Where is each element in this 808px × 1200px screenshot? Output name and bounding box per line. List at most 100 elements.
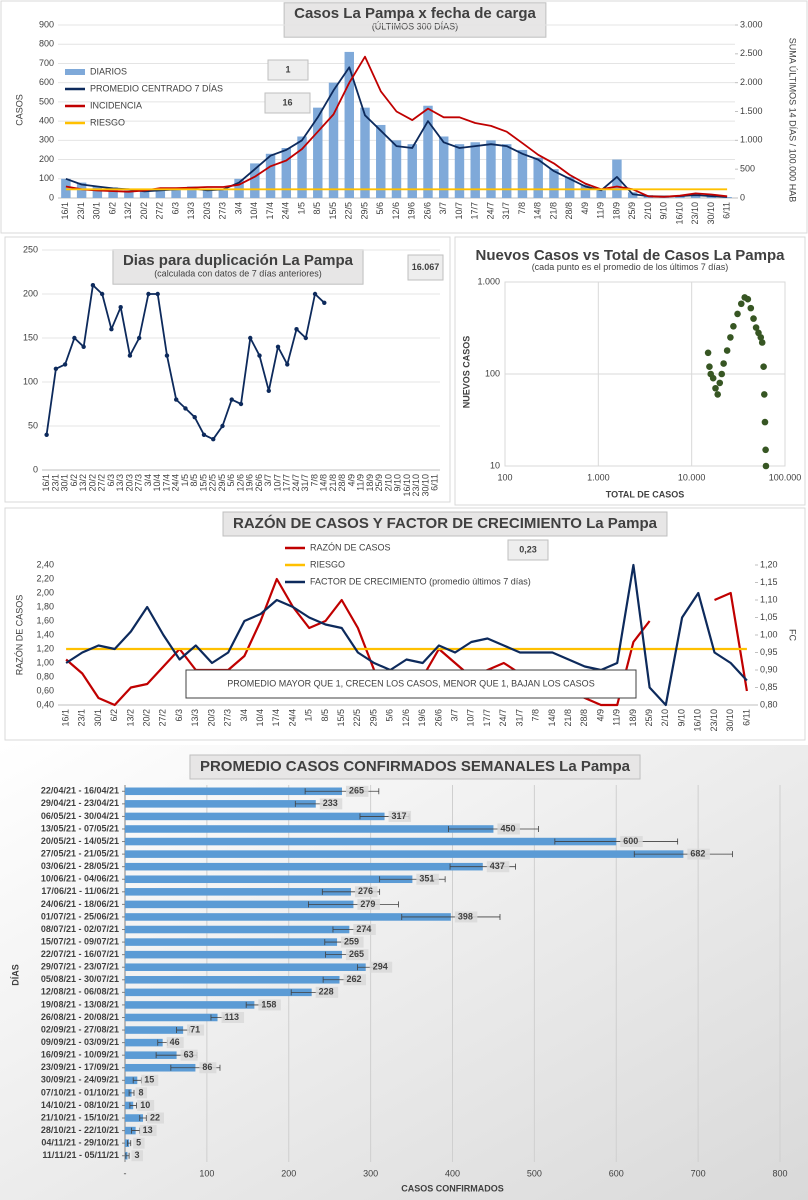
x-tick-label: 7/8 <box>309 474 319 487</box>
value-label-box <box>341 936 364 948</box>
value-label: 262 <box>347 974 362 984</box>
x-tick-label: 16/1 <box>41 474 51 492</box>
bar <box>125 812 385 821</box>
line-marker <box>238 401 244 407</box>
y-tick-label: 1,80 <box>36 601 54 611</box>
y-tick-label: 09/09/21 - 03/09/21 <box>41 1037 119 1047</box>
value-label-box <box>687 848 710 860</box>
x-tick-label: 13/3 <box>190 709 200 727</box>
x-tick-label: 11/9 <box>596 202 606 219</box>
value-label: 276 <box>358 886 373 896</box>
y-tick-label: 800 <box>39 39 54 49</box>
y2-axis-label: FC <box>788 629 798 641</box>
value-label: 294 <box>373 962 388 972</box>
x-tick-label: 24/7 <box>498 709 508 727</box>
bar <box>281 148 292 198</box>
x-tick-label: 20/2 <box>139 202 149 220</box>
point <box>712 384 719 392</box>
x-tick-label: 29/5 <box>217 474 227 492</box>
bar <box>125 976 340 984</box>
x-tick-label: 15/5 <box>336 709 346 727</box>
x-tick-label: 14/8 <box>319 474 329 492</box>
y-axis-label: CASOS <box>14 94 24 126</box>
bar <box>125 850 684 858</box>
x-tick-label: 6/3 <box>106 474 116 487</box>
line <box>65 55 728 198</box>
x-tick-label: 24/7 <box>291 474 301 492</box>
bar <box>202 188 213 198</box>
bar <box>125 787 342 796</box>
y-tick-label: 200 <box>23 288 38 298</box>
y-tick-label: 29/04/21 - 23/04/21 <box>41 798 119 808</box>
y-tick-label: 2,20 <box>36 573 54 583</box>
bar <box>501 144 512 198</box>
bar <box>125 988 312 997</box>
x-tick-label: 15/5 <box>328 202 338 220</box>
x-tick-label: 27/2 <box>158 709 168 727</box>
line-marker <box>155 291 160 297</box>
x-tick-label: 16/10 <box>693 709 703 732</box>
x-tick-label: 800 <box>772 1168 787 1178</box>
y-axis-label: DÍAS <box>10 964 20 986</box>
value-label-box <box>416 873 439 885</box>
line-marker <box>99 291 105 297</box>
bar <box>125 963 366 971</box>
bar <box>722 197 732 198</box>
x-tick-label: 25/9 <box>374 474 384 492</box>
x-tick-label: 300 <box>363 1168 378 1178</box>
y-tick-label: 900 <box>39 19 54 29</box>
value-label-box <box>135 1087 148 1099</box>
bar <box>61 178 71 198</box>
y-tick-label: 22/04/21 - 16/04/21 <box>41 786 119 796</box>
y-tick-label: 26/08/21 - 20/08/21 <box>41 1012 119 1022</box>
x-tick-label: 21/8 <box>328 474 338 492</box>
legend-label: FACTOR DE CRECIMIENTO (promedio últimos … <box>310 576 531 586</box>
x-tick-label: 100 <box>199 1168 214 1178</box>
annotation-box <box>185 669 637 699</box>
y2-tick-label: 0,90 <box>760 664 778 674</box>
line-marker <box>312 291 318 297</box>
error-bar <box>633 851 733 858</box>
y2-tick-label: 1,20 <box>760 559 778 569</box>
x-tick-label: 16/10 <box>674 202 684 225</box>
line-marker <box>285 362 290 367</box>
value-label: 228 <box>319 987 334 997</box>
bar <box>125 1038 163 1047</box>
value-label: 86 <box>202 1062 212 1072</box>
chart-title: PROMEDIO CASOS CONFIRMADOS SEMANALES La … <box>200 758 631 775</box>
y-tick-label: 1,40 <box>36 629 54 639</box>
x-tick-label: 27/3 <box>223 709 233 727</box>
y-tick-label: 50 <box>28 420 38 430</box>
y2-axis-label: SUMA ÚLTIMOS 14 DÍAS / 100.000 HAB <box>788 38 798 202</box>
value-label-box <box>357 898 380 910</box>
x-tick-label: 17/7 <box>482 709 492 727</box>
bar <box>187 186 197 198</box>
bar <box>125 1114 144 1122</box>
line-marker <box>201 432 207 437</box>
x-tick-label: 28/8 <box>564 202 574 220</box>
line-marker <box>118 305 123 310</box>
point <box>706 363 713 371</box>
x-tick-label: 1/5 <box>304 709 314 722</box>
bar <box>690 194 701 198</box>
x-tick-label: 10/4 <box>152 474 162 492</box>
value-label-box <box>133 1137 145 1149</box>
x-tick-label: 8/5 <box>189 474 199 487</box>
y-tick-label: 17/06/21 - 11/06/21 <box>41 886 119 896</box>
point <box>737 300 745 308</box>
x-tick-label: 23/10 <box>709 709 719 732</box>
y-tick-label: 10 <box>490 460 500 470</box>
value-label-box <box>187 1024 205 1036</box>
value-label-box <box>137 1099 155 1111</box>
error-bar <box>554 838 679 845</box>
x-tick-label: 18/9 <box>365 474 375 492</box>
value-label: 600 <box>623 836 638 846</box>
y-tick-label: 30/09/21 - 24/09/21 <box>41 1075 119 1085</box>
y2-tick-label: 2.000 <box>740 77 763 87</box>
bar <box>439 136 449 198</box>
point <box>750 315 757 322</box>
value-label-box <box>345 785 369 797</box>
x-tick-label: 2/10 <box>660 709 670 727</box>
point <box>760 363 767 371</box>
bar <box>125 825 494 833</box>
